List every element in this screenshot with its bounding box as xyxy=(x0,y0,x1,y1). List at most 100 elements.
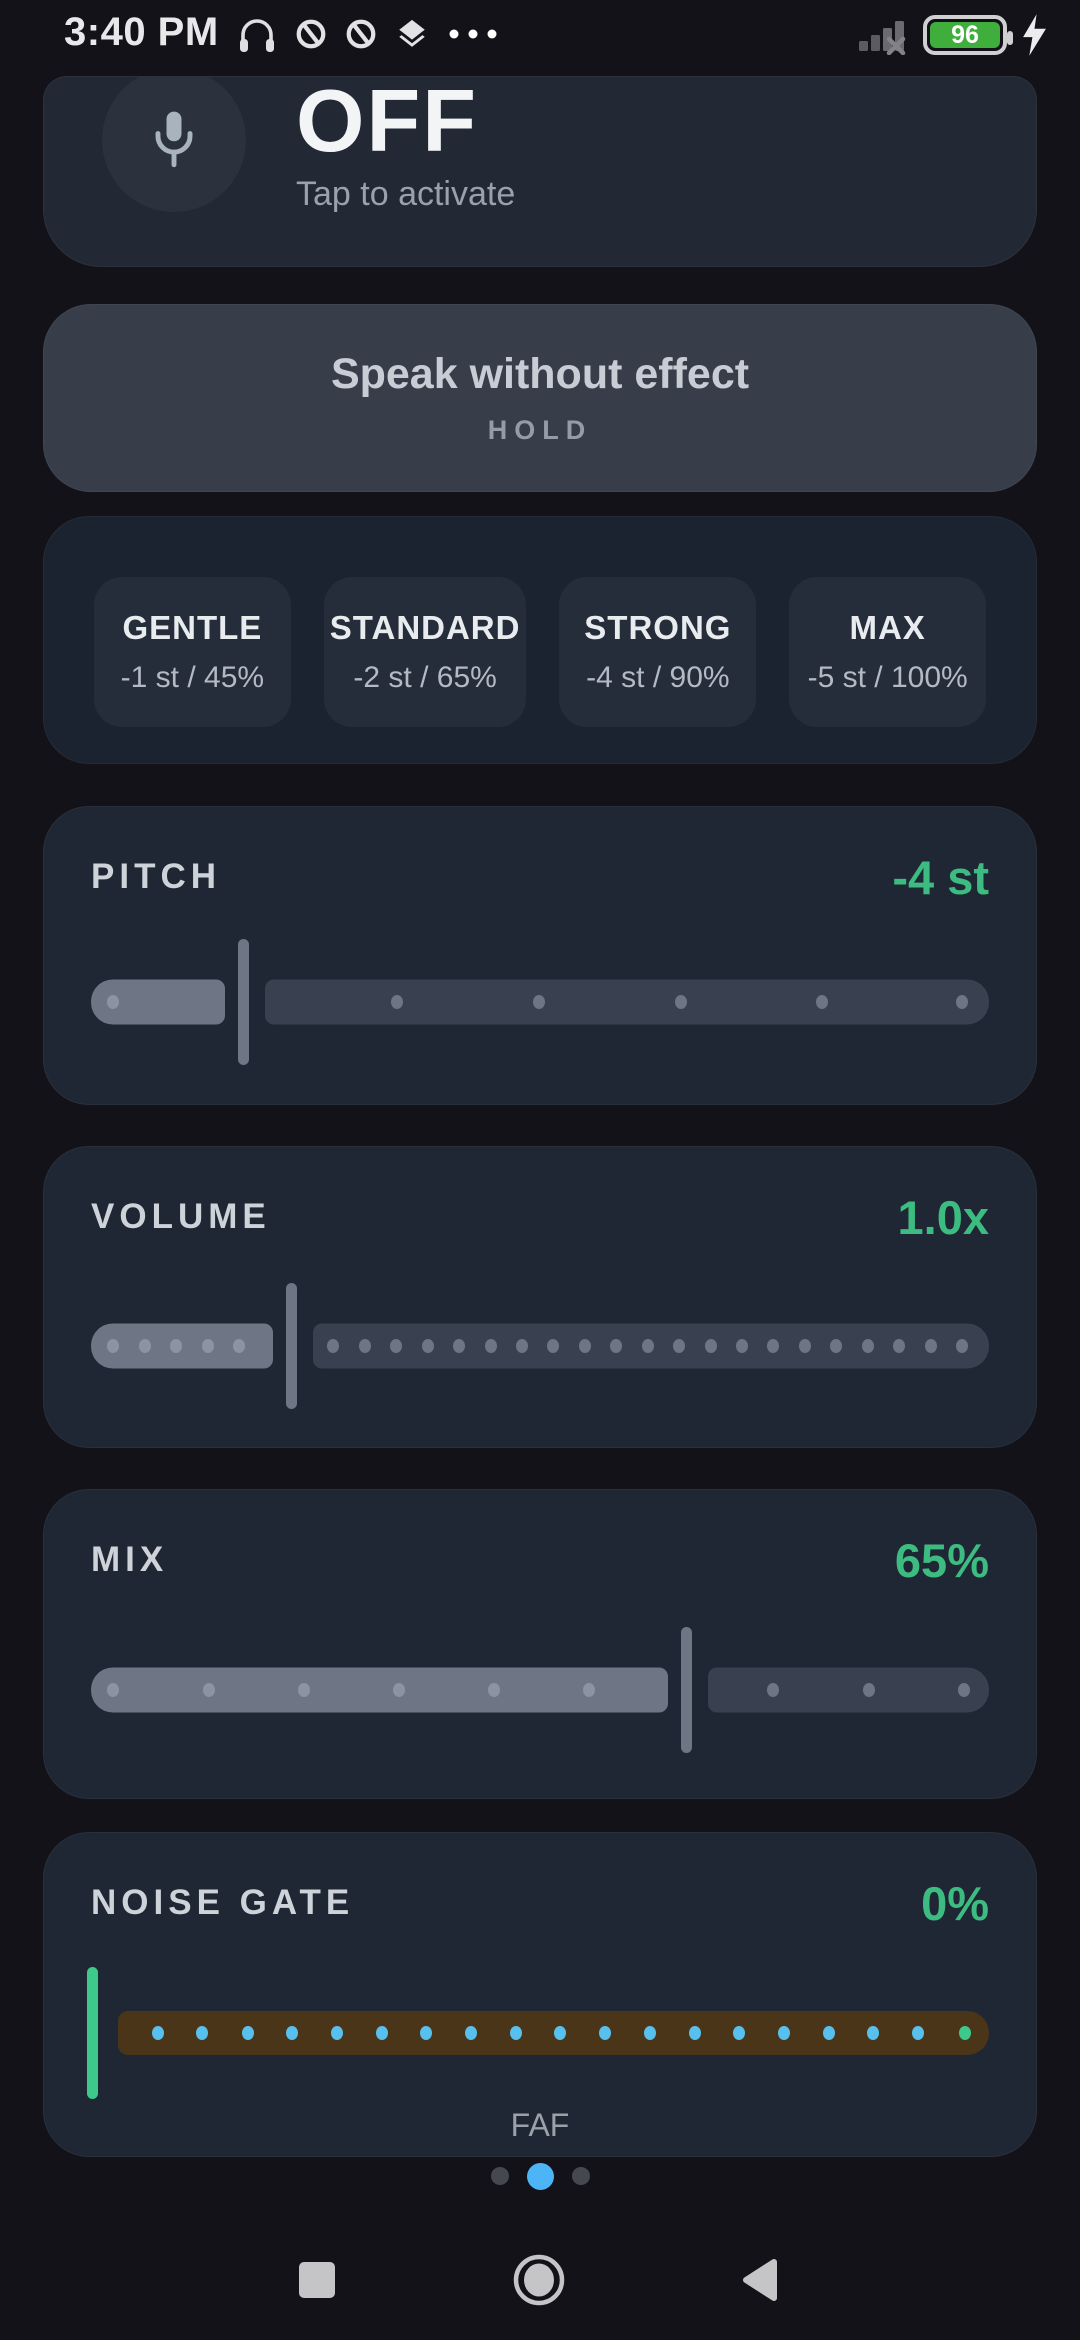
back-button[interactable] xyxy=(700,2238,820,2322)
slider-tick-dot xyxy=(673,1339,686,1353)
slider-tick-dot xyxy=(201,1339,214,1353)
noise-gate-slider[interactable] xyxy=(87,1963,989,2103)
volume-card: VOLUME 1.0x xyxy=(43,1146,1037,1448)
slider-tick-dot xyxy=(170,1339,183,1353)
slider-tick-dot xyxy=(822,2026,835,2040)
pitch-value: -4 st xyxy=(892,850,989,904)
mic-status-card[interactable]: OFF Tap to activate xyxy=(43,76,1037,267)
slider-tick-dot xyxy=(547,1339,560,1353)
slider-tick-dot xyxy=(733,2026,746,2040)
home-button[interactable] xyxy=(479,2238,599,2322)
preset-detail: -4 st / 90% xyxy=(586,661,730,694)
slider-tick-dot xyxy=(674,995,687,1009)
status-right-icons: 96 xyxy=(857,14,1048,56)
slider-tick-dot xyxy=(152,2026,165,2040)
battery-percent: 96 xyxy=(951,20,979,49)
slider-tick-dot xyxy=(957,1683,970,1697)
slider-tick-dot xyxy=(578,1339,591,1353)
slider-tick-dot xyxy=(815,995,828,1009)
volume-slider[interactable] xyxy=(91,1276,989,1416)
preset-name: STANDARD xyxy=(329,609,521,646)
slider-handle[interactable] xyxy=(286,1283,298,1409)
slider-tick-dot xyxy=(610,1339,623,1353)
preset-name: MAX xyxy=(849,609,926,646)
slider-tick-dot xyxy=(488,1683,501,1697)
preset-strong[interactable]: STRONG -4 st / 90% xyxy=(559,577,757,727)
mic-button[interactable] xyxy=(102,77,246,212)
recents-button[interactable] xyxy=(257,2238,377,2322)
slider-tick-dot xyxy=(286,2026,299,2040)
speak-button-sublabel: HOLD xyxy=(487,415,593,445)
charging-bolt-icon xyxy=(1023,14,1046,56)
noise-gate-track xyxy=(118,2011,989,2055)
preset-max[interactable]: MAX -5 st / 100% xyxy=(789,577,987,727)
slider-tick-dot xyxy=(736,1339,749,1353)
page-dot-active xyxy=(526,2162,554,2190)
slider-tick-dot xyxy=(107,1683,120,1697)
slider-tick-dot xyxy=(391,995,404,1009)
slider-tick-dot xyxy=(767,1339,780,1353)
preset-gentle[interactable]: GENTLE -1 st / 45% xyxy=(94,577,291,727)
slider-tick-dot xyxy=(912,2026,925,2040)
mix-label: MIX xyxy=(91,1540,169,1579)
back-triangle-icon xyxy=(743,2259,777,2301)
slider-tick-dot xyxy=(598,2026,611,2040)
slider-tick-dot xyxy=(327,1339,340,1353)
slider-tick-dot xyxy=(533,995,546,1009)
clock: 3:40 PM xyxy=(64,9,219,54)
pitch-label: PITCH xyxy=(91,857,221,896)
slider-handle[interactable] xyxy=(237,939,249,1065)
slider-filled-track xyxy=(91,1667,669,1713)
speak-without-effect-button[interactable]: Speak without effect HOLD xyxy=(43,304,1037,492)
slider-tick-dot xyxy=(330,2026,343,2040)
slider-tick-dot xyxy=(958,2026,971,2040)
preset-standard[interactable]: STANDARD -2 st / 65% xyxy=(323,577,527,727)
slider-tick-dot xyxy=(510,2026,523,2040)
mix-slider[interactable] xyxy=(91,1620,989,1760)
slider-tick-dot xyxy=(956,995,969,1009)
slider-tick-dot xyxy=(893,1339,906,1353)
current-preset-name: FAF xyxy=(510,2107,570,2143)
preset-detail: -1 st / 45% xyxy=(120,661,265,694)
noise-gate-label: NOISE GATE xyxy=(91,1883,355,1922)
battery-fill: 96 xyxy=(930,20,1000,49)
slider-tick-dot xyxy=(393,1683,405,1697)
battery-icon: 96 xyxy=(923,15,1013,55)
status-bar: 3:40 PM xyxy=(0,0,1080,64)
slider-empty-track xyxy=(264,979,989,1025)
slider-tick-dot xyxy=(107,995,120,1009)
slider-tick-dot xyxy=(196,2026,209,2040)
effect-state-hint: Tap to activate xyxy=(296,175,516,213)
mix-card: MIX 65% xyxy=(43,1489,1037,1799)
slider-tick-dot xyxy=(375,2026,388,2040)
slider-tick-dot xyxy=(778,2026,791,2040)
volume-value: 1.0x xyxy=(897,1190,989,1244)
slider-handle[interactable] xyxy=(681,1627,693,1753)
page-dot xyxy=(571,2167,590,2185)
slider-tick-dot xyxy=(861,1339,874,1353)
slider-handle[interactable] xyxy=(87,1967,98,2099)
do-not-disturb-icon xyxy=(346,19,376,49)
page-indicator[interactable] xyxy=(0,2158,1080,2194)
pitch-slider[interactable] xyxy=(91,932,989,1072)
slider-tick-dot xyxy=(830,1339,843,1353)
slider-tick-dot xyxy=(583,1683,596,1697)
slider-tick-dot xyxy=(704,1339,717,1353)
page-dot xyxy=(490,2167,509,2185)
slider-tick-dot xyxy=(484,1339,497,1353)
slider-empty-track xyxy=(708,1667,989,1713)
recents-square-icon xyxy=(299,2262,335,2298)
mix-value: 65% xyxy=(894,1533,989,1587)
preset-detail: -5 st / 100% xyxy=(807,661,968,694)
slider-tick-dot xyxy=(233,1339,246,1353)
home-circle-icon xyxy=(513,2254,565,2306)
slider-tick-dot xyxy=(641,1339,654,1353)
slider-tick-dot xyxy=(766,1683,779,1697)
signal-off-icon xyxy=(859,21,906,55)
slider-tick-dot xyxy=(420,2026,433,2040)
noise-gate-value: 0% xyxy=(921,1876,989,1930)
status-left-icons xyxy=(237,15,499,53)
preset-name: STRONG xyxy=(584,609,732,646)
preset-name: GENTLE xyxy=(122,609,263,646)
